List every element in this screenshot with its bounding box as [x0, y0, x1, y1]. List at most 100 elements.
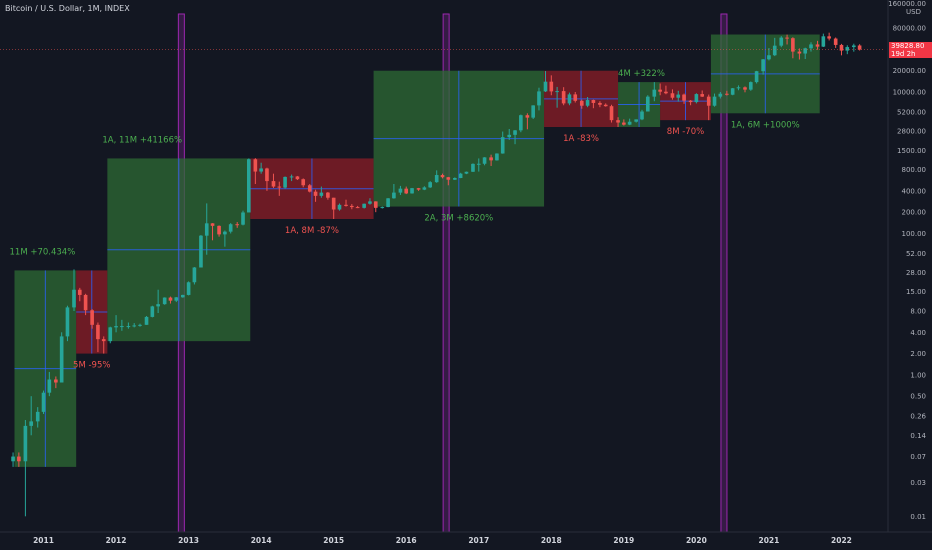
candle-body-41	[259, 168, 263, 172]
candle-body-12	[83, 294, 88, 311]
price-tick-23: 0.03	[910, 479, 926, 487]
currency-label: USD	[906, 8, 921, 16]
time-tick-9: 2020	[686, 536, 707, 545]
candle-body-17	[114, 326, 118, 328]
candle-body-22	[144, 316, 149, 325]
candle-body-55	[344, 204, 348, 206]
candle-body-63	[392, 192, 396, 199]
candle-body-43	[271, 181, 276, 187]
candle-body-70	[434, 175, 439, 183]
candle-body-119	[730, 88, 735, 95]
box-label-0: 11M +70.434%	[10, 247, 76, 257]
time-tick-1: 2012	[106, 536, 127, 545]
candle-body-19	[126, 326, 131, 328]
box-label-5: 1A -83%	[563, 134, 599, 144]
candle-body-16	[108, 327, 113, 342]
candle-body-134	[821, 36, 826, 47]
candle-body-4	[35, 411, 40, 422]
candle-body-99	[609, 106, 614, 121]
candle-body-64	[398, 188, 403, 193]
price-tick-11: 100.00	[902, 230, 927, 238]
candle-body-59	[368, 201, 372, 204]
time-tick-8: 2019	[613, 536, 634, 545]
candle-body-75	[464, 171, 469, 174]
candle-body-0	[11, 456, 15, 462]
candle-body-8	[59, 336, 64, 383]
candle-countdown: 19d 2h	[891, 49, 916, 58]
last-price-value: 39828.80	[891, 41, 925, 50]
candle-body-79	[489, 157, 493, 161]
candle-body-95	[585, 100, 590, 106]
price-tick-17: 2.00	[910, 350, 926, 358]
candle-body-94	[579, 100, 584, 106]
price-tick-14: 15.00	[906, 288, 926, 296]
candle-body-67	[416, 188, 421, 190]
candle-body-110	[676, 94, 681, 98]
candle-body-111	[682, 94, 686, 101]
candle-body-116	[712, 96, 717, 106]
candle-body-108	[664, 91, 668, 94]
candle-body-50	[313, 191, 318, 196]
candle-body-117	[718, 93, 723, 97]
candle-body-115	[706, 96, 711, 106]
candle-body-23	[150, 306, 155, 317]
price-tick-8: 800.00	[902, 166, 927, 174]
candle-body-2	[23, 425, 28, 462]
candle-body-92	[567, 94, 572, 104]
time-tick-2: 2013	[178, 536, 199, 545]
candle-body-21	[138, 324, 142, 326]
candle-body-106	[652, 89, 657, 97]
candle-body-109	[670, 93, 675, 98]
candle-body-83	[513, 130, 517, 135]
candle-body-90	[555, 91, 559, 93]
price-tick-0: 160000.00	[888, 0, 926, 8]
candle-body-58	[362, 203, 366, 208]
candle-body-57	[355, 207, 360, 209]
candle-body-54	[337, 204, 342, 210]
candle-body-135	[827, 36, 831, 39]
candle-body-100	[616, 120, 620, 123]
time-tick-6: 2017	[468, 536, 489, 545]
price-tick-21: 0.14	[910, 432, 926, 440]
box-label-1: 5M -95%	[73, 361, 110, 371]
candle-body-32	[204, 223, 209, 236]
time-tick-10: 2021	[758, 536, 779, 545]
candle-body-29	[186, 282, 191, 295]
candle-body-105	[645, 96, 650, 112]
candle-body-42	[265, 168, 269, 182]
candle-body-125	[767, 55, 771, 60]
candle-body-53	[331, 197, 336, 210]
candle-body-103	[634, 119, 638, 122]
price-tick-6: 2800.00	[897, 128, 926, 136]
candle-body-132	[809, 44, 813, 49]
box-label-8: 1A, 6M +1000%	[731, 120, 800, 130]
candle-body-136	[833, 38, 838, 45]
box-label-4: 2A, 3M +8620%	[424, 214, 493, 224]
candle-body-138	[845, 47, 850, 51]
candle-body-72	[446, 177, 451, 180]
candle-body-20	[132, 325, 137, 327]
candle-body-77	[476, 163, 481, 165]
price-tick-4: 10000.00	[893, 89, 926, 97]
last-price-badge: 39828.80 19d 2h	[889, 41, 932, 58]
time-tick-0: 2011	[33, 536, 54, 545]
price-tick-7: 1500.00	[897, 147, 926, 155]
box-label-6: 4M +322%	[618, 69, 665, 79]
candle-body-1	[17, 456, 21, 462]
candle-body-140	[857, 45, 862, 50]
price-tick-10: 200.00	[902, 209, 927, 217]
candle-body-61	[380, 207, 385, 209]
time-tick-3: 2014	[251, 536, 272, 545]
candle-body-44	[277, 186, 282, 188]
candle-body-93	[573, 94, 578, 101]
price-tick-3: 20000.00	[893, 67, 926, 75]
candle-body-25	[162, 297, 167, 305]
candle-body-104	[640, 111, 644, 120]
candle-body-48	[301, 179, 306, 186]
candle-body-9	[65, 307, 70, 337]
candle-body-71	[440, 175, 445, 178]
candle-body-33	[210, 223, 215, 226]
candle-body-34	[217, 225, 221, 235]
